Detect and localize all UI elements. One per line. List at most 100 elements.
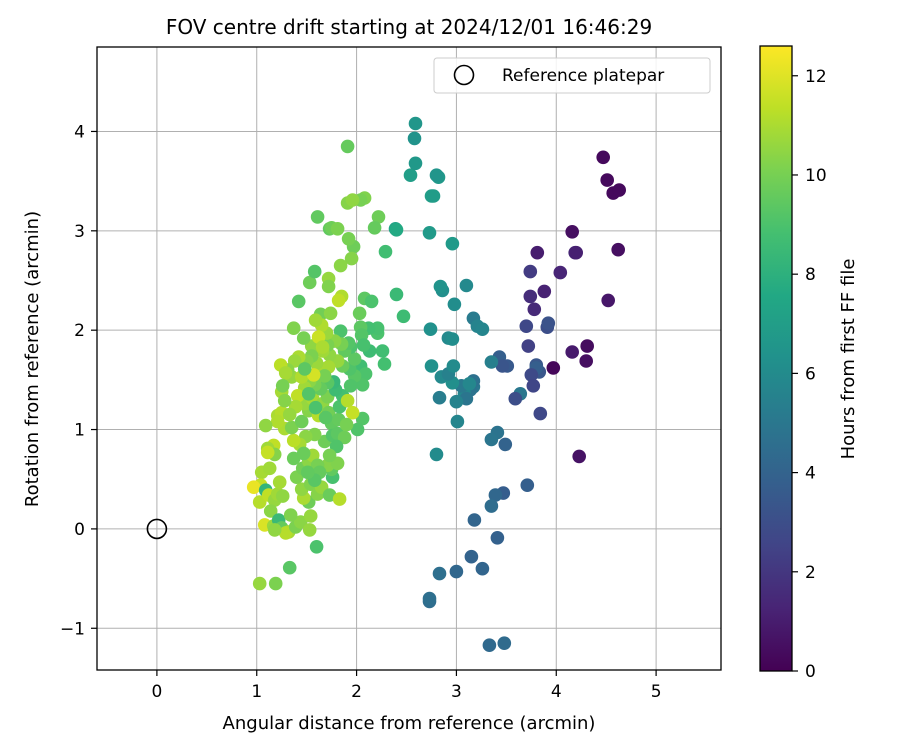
data-point [322,448,337,463]
data-point [495,359,510,373]
data-point [484,432,499,447]
data-point [611,242,625,257]
data-point [569,245,583,260]
data-point [579,354,593,368]
data-point [355,411,370,426]
data-point [572,449,586,464]
data-point [377,357,392,371]
data-point [337,430,352,445]
data-point [423,322,438,337]
data-point [484,355,499,369]
colorbar-tick-label: 6 [805,364,816,384]
data-point [358,367,373,381]
x-tick-label: 1 [251,682,262,702]
data-point [302,275,317,290]
data-point [490,531,505,545]
data-point [258,418,273,433]
data-point [524,368,539,382]
data-point [309,540,324,554]
data-point [565,345,579,359]
grid-lines [97,47,721,670]
plot-frame [96,46,722,671]
data-point [260,445,275,460]
colorbar-ticks: 0 2 4 6 8 10 12 [792,67,827,682]
data-point [396,309,411,324]
data-points [246,116,626,652]
data-point [333,258,348,273]
y-axis-label: Rotation from reference (arcmin) [22,211,43,507]
data-point [403,168,418,182]
data-point [449,564,464,579]
data-point [321,279,336,294]
data-point [296,446,311,461]
data-point [488,488,503,502]
data-point [445,332,460,346]
data-point [612,183,626,197]
data-point [345,405,360,420]
data-point [422,226,437,240]
data-point [537,284,552,299]
x-tick-label: 4 [551,682,562,702]
y-tick-label: 4 [74,122,85,142]
chart-title: FOV centre drift starting at 2024/12/01 … [166,15,652,39]
data-point [278,366,293,380]
data-point [291,294,306,309]
data-point [530,245,545,260]
legend-marker-icon [453,64,475,86]
data-point [282,407,297,422]
data-point [341,232,356,246]
data-point [541,316,556,331]
data-point [523,289,538,304]
legend-box [433,57,711,94]
x-tick-label: 3 [451,682,462,702]
data-point [323,306,338,321]
data-point [521,339,536,353]
y-tick-label: −1 [60,619,85,639]
data-point [308,313,323,328]
data-point [345,193,360,207]
data-point [286,321,301,336]
data-point [553,265,568,280]
data-point [389,287,404,302]
data-point [371,210,386,224]
data-point [367,221,382,235]
data-point [432,390,447,405]
data-point [352,306,367,321]
data-point [580,339,594,353]
data-point [526,379,541,393]
data-point [333,324,348,339]
data-point [446,359,461,373]
colorbar-tick-label: 4 [805,464,816,484]
colorbar-tick-label: 12 [805,67,827,87]
data-point [300,465,315,480]
data-point [459,278,474,293]
data-point [343,379,358,393]
data-point [600,173,614,187]
x-tick-label: 2 [351,682,362,702]
colorbar-gradient [759,45,793,672]
data-point [344,251,359,266]
data-point [464,549,479,564]
data-point [307,264,322,279]
data-point [433,279,448,294]
data-point [332,492,347,506]
data-point [596,150,610,165]
data-point [497,636,512,650]
data-point [272,475,287,490]
data-point [508,391,523,406]
data-point [317,369,332,383]
legend-entry-label: Reference platepar [502,66,664,86]
data-point [282,560,297,575]
data-point [364,294,379,309]
data-point [447,297,462,312]
data-point [422,591,437,606]
data-point [301,387,316,401]
data-point [267,523,282,537]
data-point [297,362,312,376]
colorbar-tick-label: 2 [805,563,816,583]
data-point [246,480,261,495]
data-point [426,189,441,203]
colorbar: 0 2 4 6 8 10 12 Hours from first FF file [759,45,859,682]
data-point [355,378,370,392]
data-point [519,319,534,334]
